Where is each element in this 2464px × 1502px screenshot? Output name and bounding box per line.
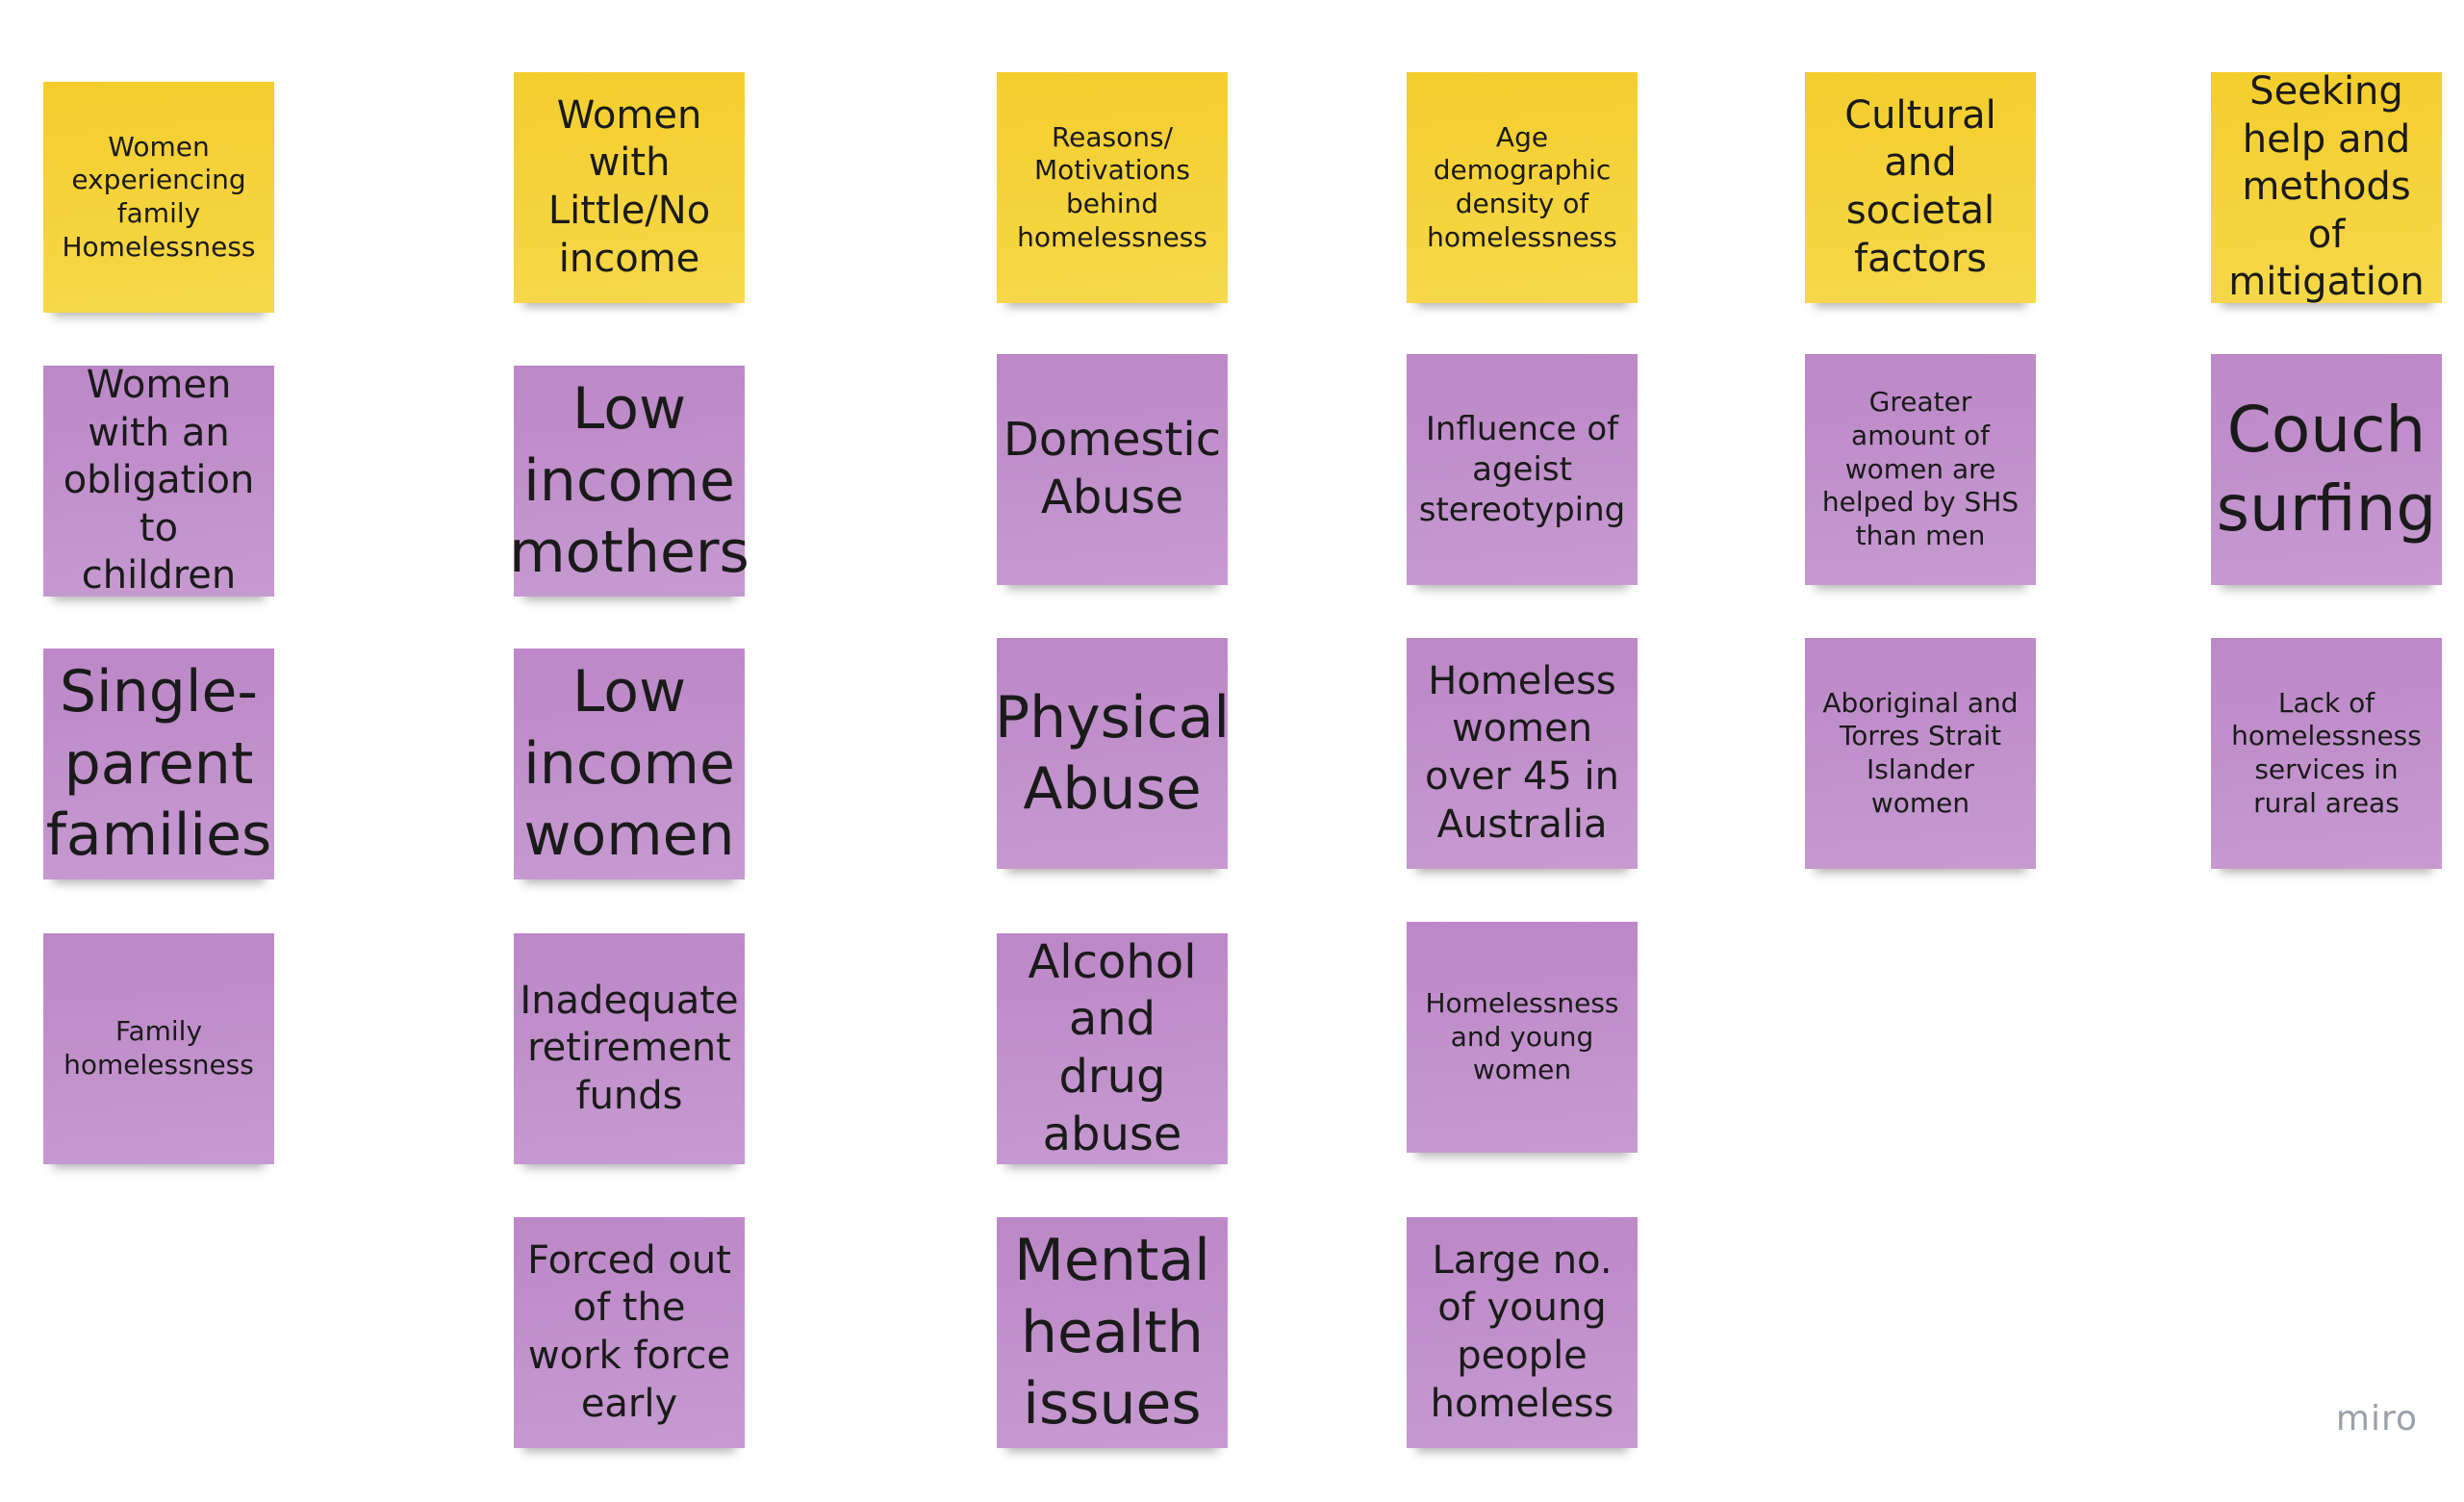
note-text: Family homelessness [64,1015,254,1081]
note-text: Reasons/ Motivations behind homelessness [1017,120,1207,253]
note-text: Seeking help and methods of mitigation [2228,69,2425,305]
sticky-note-header[interactable]: Women with Little/No income [514,72,745,303]
note-text: Large no. of young people homeless [1430,1237,1614,1426]
sticky-note-header[interactable]: Women experiencing family Homelessness [43,82,274,313]
sticky-note[interactable]: Inadequate retirement funds [514,933,745,1164]
sticky-note[interactable]: Influence of ageist stereotyping [1407,354,1638,585]
note-text: Single-parent families [45,658,272,870]
note-text: Mental health issues [1014,1227,1210,1438]
sticky-note[interactable]: Lack of homelessness services in rural a… [2211,638,2442,869]
sticky-note[interactable]: Homelessness and young women [1407,922,1638,1153]
note-text: Cultural and societal factors [1844,92,1996,281]
note-text: Couch surfing [2216,393,2437,546]
note-text: Physical Abuse [994,683,1231,823]
sticky-note[interactable]: Forced out of the work force early [514,1217,745,1448]
sticky-note[interactable]: Women with an obligation to children [43,363,274,598]
note-text: Forced out of the work force early [527,1237,731,1426]
note-text: Aboriginal and Torres Strait Islander wo… [1822,686,2019,819]
sticky-note-header[interactable]: Reasons/ Motivations behind homelessness [997,72,1228,303]
sticky-note-header[interactable]: Age demographic density of homelessness [1407,72,1638,303]
note-text: Women with Little/No income [547,92,711,281]
sticky-note-header[interactable]: Cultural and societal factors [1805,72,2036,303]
sticky-note[interactable]: Domestic Abuse [997,354,1228,585]
note-text: Age demographic density of homelessness [1427,120,1617,253]
sticky-note[interactable]: Aboriginal and Torres Strait Islander wo… [1805,638,2036,869]
note-text: Women with an obligation to children [63,363,255,598]
sticky-note[interactable]: Low income women [514,649,745,879]
sticky-note[interactable]: Single-parent families [43,649,274,879]
sticky-note[interactable]: Alcohol and drug abuse [997,933,1228,1164]
note-text: Alcohol and drug abuse [1028,934,1197,1161]
sticky-note[interactable]: Couch surfing [2211,354,2442,585]
note-text: Inadequate retirement funds [520,978,739,1118]
note-text: Low income women [523,658,735,870]
sticky-note[interactable]: Homeless women over 45 in Australia [1407,638,1638,869]
note-text: Low income mothers [509,375,749,587]
note-text: Homelessness and young women [1425,986,1619,1086]
sticky-note[interactable]: Greater amount of women are helped by SH… [1805,354,2036,585]
sticky-note[interactable]: Mental health issues [997,1217,1228,1448]
sticky-note[interactable]: Physical Abuse [994,638,1231,869]
note-text: Domestic Abuse [1003,413,1222,524]
sticky-note-header[interactable]: Seeking help and methods of mitigation [2211,69,2442,304]
note-text: Homeless women over 45 in Australia [1425,658,1619,847]
note-text: Lack of homelessness services in rural a… [2231,686,2422,819]
note-text: Women experiencing family Homelessness [62,130,256,263]
note-text: Greater amount of women are helped by SH… [1821,386,2019,552]
sticky-note[interactable]: Family homelessness [43,933,274,1164]
sticky-note[interactable]: Low income mothers [509,366,749,597]
miro-watermark: miro [2335,1399,2418,1438]
sticky-note[interactable]: Large no. of young people homeless [1407,1217,1638,1448]
note-text: Influence of ageist stereotyping [1418,409,1626,530]
